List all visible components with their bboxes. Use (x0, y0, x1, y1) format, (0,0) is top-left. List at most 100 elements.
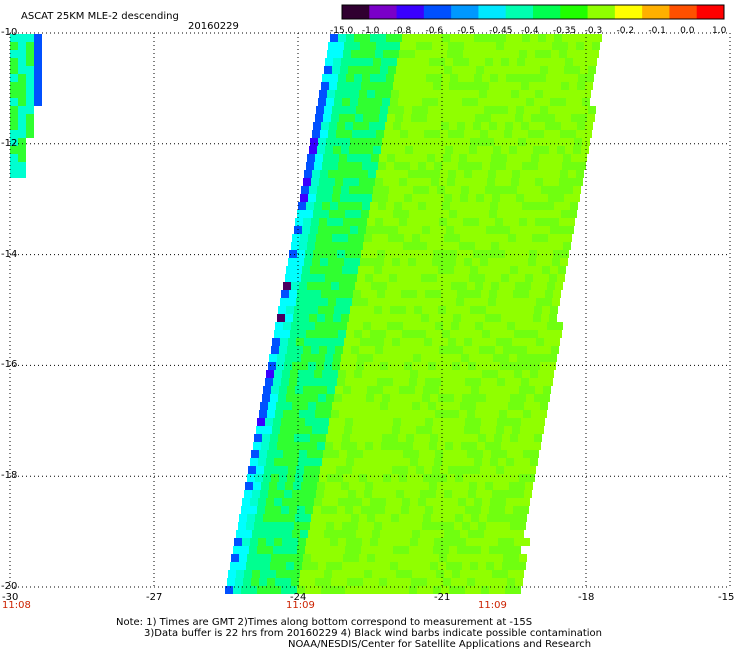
swath-cell (559, 50, 567, 58)
swath-cell (444, 570, 452, 578)
swath-cell (493, 58, 501, 66)
swath-cell (363, 282, 371, 290)
swath-cell (285, 482, 293, 490)
swath-cell (451, 114, 459, 122)
swath-cell (348, 66, 356, 74)
swath-cell (529, 250, 537, 258)
swath-cell (371, 410, 379, 418)
swath-cell (389, 314, 397, 322)
swath-cell (276, 490, 284, 498)
swath-cell (334, 266, 342, 274)
swath-cell (377, 506, 385, 514)
swath-cell (306, 370, 314, 378)
swath-cell (346, 538, 354, 546)
swath-cell (506, 330, 514, 338)
swath-cell (486, 394, 494, 402)
swath-cell (228, 570, 236, 578)
swath-cell (528, 466, 536, 474)
swath-cell (570, 162, 578, 170)
swath-cell (303, 514, 311, 522)
swath-cell (555, 322, 563, 330)
swath-cell (296, 258, 304, 266)
swath-cell (380, 402, 388, 410)
swath-cell (313, 506, 321, 514)
swath-cell (313, 546, 321, 554)
swath-cell (526, 434, 534, 442)
swath-cell (481, 290, 489, 298)
swath-cell (575, 178, 583, 186)
swath-cell (285, 354, 293, 362)
swath-cell (369, 250, 377, 258)
swath-cell (395, 578, 403, 586)
swath-cell (263, 474, 271, 482)
swath-cell (565, 58, 573, 66)
swath-cell (343, 386, 351, 394)
swath-cell (346, 458, 354, 466)
swath-cell (422, 434, 430, 442)
swath-cell (463, 50, 471, 58)
swath-cell (372, 490, 380, 498)
swath-cell (403, 282, 411, 290)
swath-cell (26, 74, 34, 82)
swath-cell (286, 434, 294, 442)
swath-cell (497, 378, 505, 386)
swath-cell (447, 346, 455, 354)
swath-cell (404, 106, 412, 114)
swath-cell (550, 138, 558, 146)
swath-cell (34, 50, 42, 58)
swath-cell (398, 562, 406, 570)
swath-cell (250, 538, 258, 546)
swath-cell (585, 82, 593, 90)
swath-cell (522, 498, 530, 506)
swath-cell (401, 506, 409, 514)
latitude-label: -14 (1, 248, 18, 260)
swath-cell (447, 514, 455, 522)
swath-cell (485, 58, 493, 66)
swath-cell (332, 194, 340, 202)
swath-cell (293, 314, 301, 322)
swath-cell (585, 122, 593, 130)
swath-cell (393, 586, 401, 594)
swath-cell (351, 474, 359, 482)
swath-cell (255, 514, 263, 522)
swath-cell (432, 426, 440, 434)
swath-cell (248, 466, 256, 474)
swath-cell (376, 338, 384, 346)
swath-cell (451, 242, 459, 250)
swath-cell (401, 378, 409, 386)
swath-cell (586, 34, 594, 42)
swath-cell (412, 530, 420, 538)
swath-cell (485, 186, 493, 194)
swath-cell (301, 442, 309, 450)
swath-cell (492, 362, 500, 370)
swath-cell (405, 314, 413, 322)
swath-cell (518, 98, 526, 106)
swath-cell (425, 418, 433, 426)
swath-cell (376, 426, 384, 434)
swath-cell (18, 42, 26, 50)
swath-cell (311, 178, 319, 186)
swath-cell (563, 242, 571, 250)
swath-cell (278, 306, 286, 314)
swath-cell (474, 370, 482, 378)
swath-cell (402, 330, 410, 338)
swath-cell (420, 570, 428, 578)
swath-cell (397, 354, 405, 362)
swath-cell (418, 202, 426, 210)
swath-cell (487, 178, 495, 186)
swath-cell (394, 202, 402, 210)
swath-cell (477, 442, 485, 450)
swath-cell (279, 386, 287, 394)
colorbar-label: -0.35 (552, 26, 577, 36)
swath-cell (490, 34, 498, 42)
swath-cell (356, 402, 364, 410)
swath-cell (524, 362, 532, 370)
swath-cell (548, 66, 556, 74)
swath-cell (353, 586, 361, 594)
swath-cell (367, 218, 375, 226)
swath-cell (530, 74, 538, 82)
swath-cell (395, 450, 403, 458)
swath-cell (454, 98, 462, 106)
swath-cell (489, 122, 497, 130)
swath-cell (481, 378, 489, 386)
